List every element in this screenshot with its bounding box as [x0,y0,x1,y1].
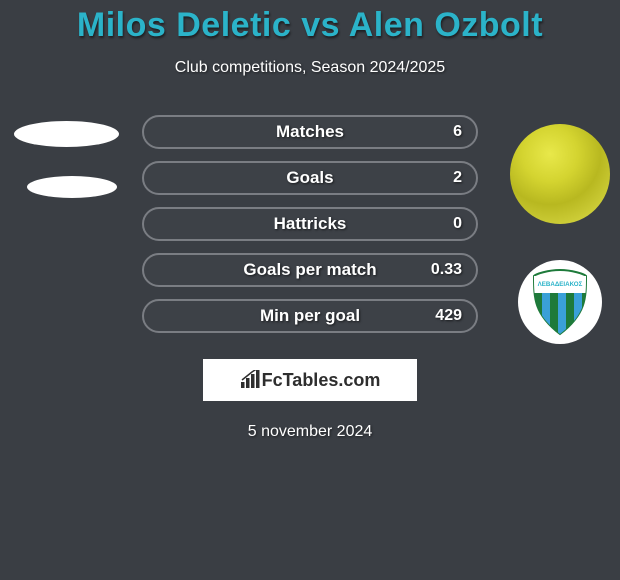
stat-bar: Matches6 [142,115,478,149]
page-title: Milos Deletic vs Alen Ozbolt [0,0,620,45]
stat-bar: Goals per match0.33 [142,253,478,287]
stat-row: Goals2 [0,155,620,201]
stat-right-value: 429 [424,307,462,325]
stat-bar: Goals2 [142,161,478,195]
bar-chart-icon [240,370,262,390]
stat-label: Hattricks [196,214,424,234]
stat-right-value: 2 [424,169,462,187]
stat-right-value: 0 [424,215,462,233]
stat-label: Goals [196,168,424,188]
branding-box: FcTables.com [203,359,417,401]
stat-label: Matches [196,122,424,142]
stats-table: Matches6Goals2Hattricks0Goals per match0… [0,109,620,339]
stat-bar: Hattricks0 [142,207,478,241]
page-subtitle: Club competitions, Season 2024/2025 [0,59,620,77]
stat-bar: Min per goal429 [142,299,478,333]
date-label: 5 november 2024 [0,423,620,441]
stat-row: Hattricks0 [0,201,620,247]
stat-row: Min per goal429 [0,293,620,339]
stat-right-value: 0.33 [424,261,462,279]
stat-label: Goals per match [196,260,424,280]
branding-label: FcTables.com [262,370,381,391]
stat-label: Min per goal [196,306,424,326]
stat-row: Matches6 [0,109,620,155]
stat-row: Goals per match0.33 [0,247,620,293]
stat-right-value: 6 [424,123,462,141]
